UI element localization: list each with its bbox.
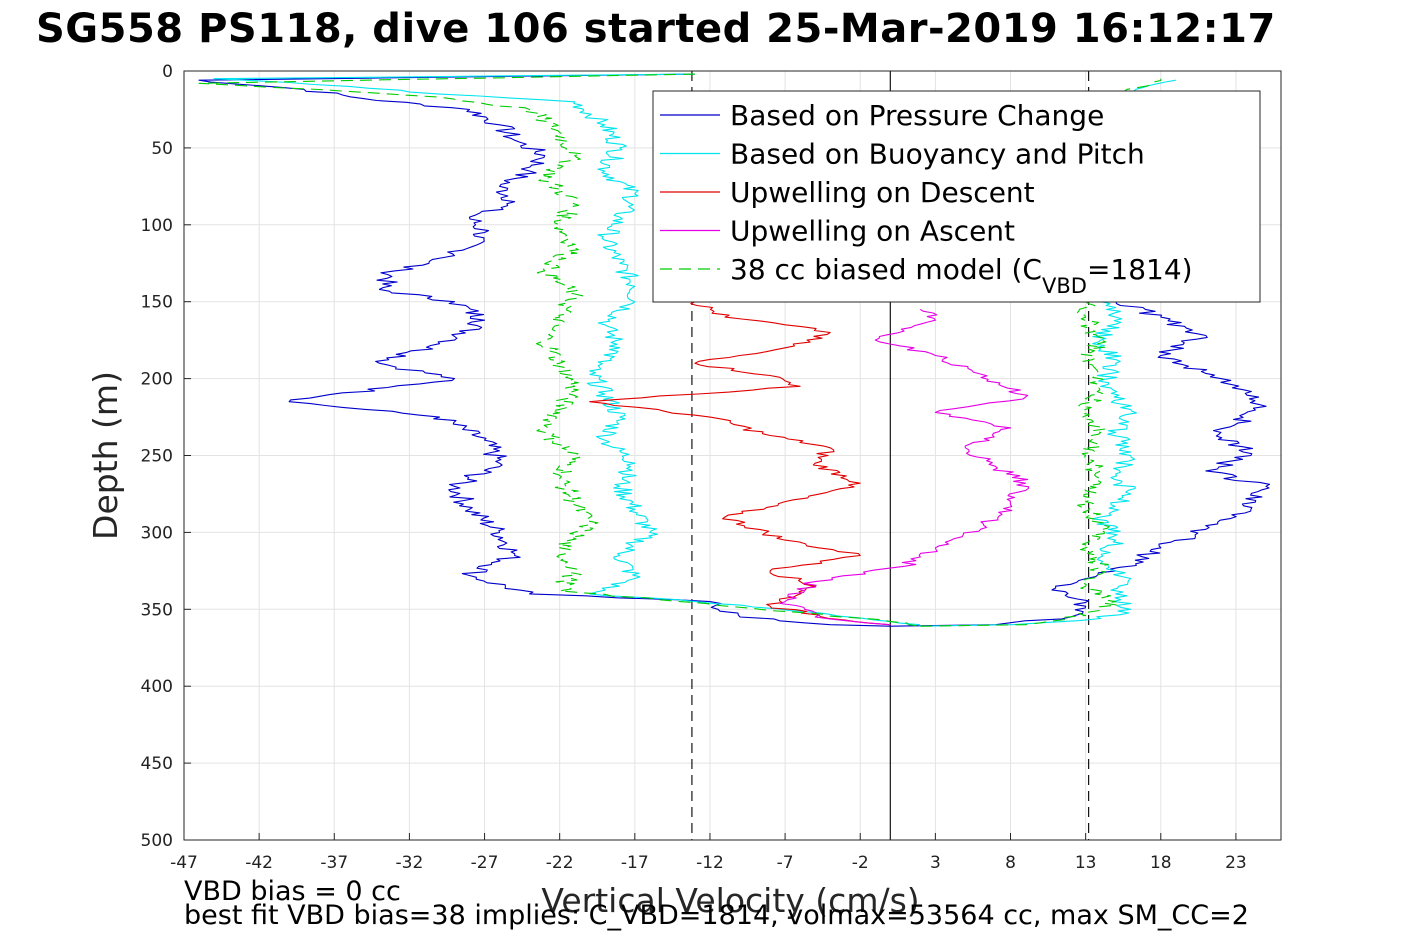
- x-tick-label: 8: [1005, 853, 1016, 873]
- y-tick-label: 0: [162, 62, 173, 82]
- footer-best-fit: best fit VBD bias=38 implies: C_VBD=1814…: [184, 900, 1249, 931]
- x-axis-label: Vertical Velocity (cm/s): [541, 881, 919, 920]
- axis-ticks: -47 -42 -37 -32 -27 -22 -17 -12 -7 -2 3 8 13 18 23 0 50 1…: [141, 62, 1247, 873]
- series-pressure-descent: [198, 73, 891, 627]
- y-tick-label: 300: [141, 523, 173, 543]
- legend-label-pre: 38 cc biased model (C: [730, 253, 1042, 286]
- x-tick-label: -47: [170, 853, 198, 873]
- y-tick-label: 150: [141, 293, 173, 313]
- y-tick-label: 450: [141, 754, 173, 774]
- series-buoyancy-descent: [213, 73, 921, 627]
- legend-label-subscript: VBD: [1042, 274, 1087, 298]
- legend-label-pressure: Based on Pressure Change: [730, 99, 1104, 132]
- y-tick-label: 350: [141, 600, 173, 620]
- legend-label-post: =1814): [1087, 253, 1193, 286]
- x-tick-label: -42: [245, 853, 273, 873]
- series-pressure-ascent: [890, 301, 1271, 627]
- legend: Based on Pressure Change Based on Buoyanc…: [652, 90, 1261, 303]
- y-axis-label: Depth (m): [86, 371, 125, 540]
- x-tick-label: -32: [396, 853, 424, 873]
- legend-label-model: 38 cc biased model (CVBD=1814): [730, 253, 1193, 298]
- x-tick-label: 13: [1075, 853, 1097, 873]
- y-tick-label: 250: [141, 447, 173, 467]
- x-tick-label: -7: [777, 853, 794, 873]
- y-tick-label: 400: [141, 677, 173, 697]
- y-tick-label: 500: [141, 831, 173, 851]
- y-tick-label: 100: [141, 216, 173, 236]
- x-tick-label: 3: [930, 853, 941, 873]
- x-tick-label: -22: [546, 853, 574, 873]
- x-tick-label: -12: [696, 853, 724, 873]
- x-tick-label: -17: [621, 853, 649, 873]
- legend-entries: Based on Pressure Change Based on Buoyanc…: [660, 99, 1193, 298]
- y-tick-label: 200: [141, 370, 173, 390]
- legend-label-descent: Upwelling on Descent: [730, 176, 1035, 209]
- x-tick-label: 18: [1150, 853, 1172, 873]
- footer-vbd-bias: VBD bias = 0 cc: [184, 876, 401, 907]
- x-tick-label: -27: [471, 853, 499, 873]
- series-model-descent: [198, 73, 921, 627]
- legend-label-ascent: Upwelling on Ascent: [730, 215, 1015, 248]
- x-tick-label: -37: [320, 853, 348, 873]
- x-tick-label: 23: [1225, 853, 1247, 873]
- x-tick-label: -2: [852, 853, 869, 873]
- legend-box: [652, 90, 1261, 303]
- series-ascent: [779, 308, 1030, 626]
- chart-title: SG558 PS118, dive 106 started 25-Mar-201…: [36, 6, 1276, 52]
- legend-label-buoyancy: Based on Buoyancy and Pitch: [730, 138, 1145, 171]
- y-tick-label: 50: [151, 139, 173, 159]
- series-descent: [589, 301, 891, 626]
